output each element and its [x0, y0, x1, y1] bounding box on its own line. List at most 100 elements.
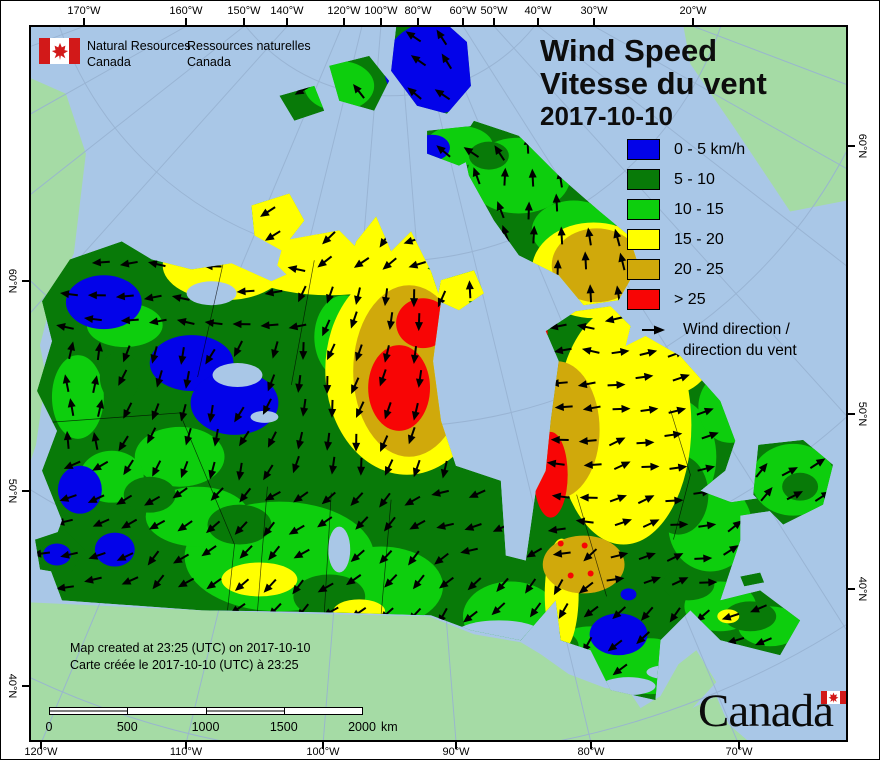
- wind-arrow: [463, 610, 478, 623]
- scale-bar-tick-label: 1000: [191, 720, 220, 734]
- wind-arrow: [701, 431, 719, 440]
- wind-arrow: [121, 518, 138, 529]
- wind-arrow: [639, 348, 658, 357]
- wind-arrow: [236, 287, 255, 296]
- wind-arrow: [184, 427, 193, 446]
- wind-arrow: [59, 494, 77, 502]
- wind-arrow: [171, 294, 190, 302]
- wind-arrow: [726, 636, 745, 645]
- agency-name-fr: Ressources naturelles Canada: [187, 38, 311, 70]
- wind-arrow: [271, 341, 279, 359]
- wind-arrow: [608, 437, 626, 447]
- graticule-tick: [493, 18, 495, 25]
- wind-arrow: [610, 551, 629, 560]
- wind-arrow: [323, 376, 332, 394]
- wind-arrow: [239, 545, 253, 559]
- wind-arrow: [612, 663, 628, 676]
- wind-arrow: [528, 168, 537, 187]
- graticule-tick: [848, 413, 855, 415]
- lake: [328, 526, 351, 573]
- wind-arrow: [63, 430, 72, 449]
- wind-arrow: [60, 550, 78, 559]
- wind-arrow: [299, 342, 308, 361]
- wind-arrow: [613, 228, 622, 247]
- graticule-axis-label: 40°N: [6, 673, 18, 699]
- wind-arrow: [288, 524, 305, 535]
- wind-arrow: [87, 291, 106, 300]
- agency-fr-line2: Canada: [187, 55, 231, 69]
- wind-arrow: [607, 639, 623, 652]
- wind-arrow: [669, 607, 681, 623]
- wind-arrow: [260, 321, 279, 330]
- wind-arrow: [355, 401, 365, 418]
- graticule-axis-label: 50°N: [6, 478, 18, 504]
- wind-arrow: [148, 317, 167, 326]
- wind-arrow: [329, 456, 338, 475]
- wind-arrow: [350, 549, 365, 563]
- wind-arrow: [637, 495, 655, 505]
- scale-bar: 0 500 1000 1500 2000 km: [46, 705, 419, 739]
- wind-arrow: [263, 578, 277, 593]
- wind-arrow: [268, 545, 281, 561]
- wind-arrow: [407, 426, 416, 445]
- wind-arrow: [434, 89, 451, 101]
- wind-arrow: [206, 520, 221, 534]
- wind-arrow: [204, 319, 223, 328]
- graticule-tick: [343, 18, 345, 25]
- wind-arrow: [434, 552, 449, 565]
- wind-arrow: [147, 427, 157, 444]
- wind-arrow: [322, 231, 336, 245]
- wind-arrow: [460, 546, 478, 555]
- wind-arrow: [640, 606, 654, 621]
- legend-label: 20 - 25: [674, 260, 724, 278]
- wind-arrow: [404, 495, 421, 506]
- wind-arrow: [205, 348, 216, 365]
- wind-arrow: [553, 578, 564, 596]
- wind-arrow: [353, 257, 370, 268]
- wind-arrow: [585, 227, 594, 246]
- wind-arrow: [207, 404, 216, 423]
- wind-arrow: [412, 574, 425, 590]
- wind-arrow: [239, 487, 252, 503]
- wind-arrow: [295, 374, 304, 393]
- graticule-axis-label: 70°W: [725, 746, 753, 758]
- wind-arrow: [147, 550, 160, 566]
- wind-arrow: [234, 578, 250, 591]
- wind-arrow: [382, 257, 397, 270]
- wind-arrow: [408, 260, 426, 269]
- graticule-tick: [22, 685, 29, 687]
- wind-arrow: [264, 288, 283, 297]
- graticule-axis-label: 80°W: [577, 746, 605, 758]
- wind-arrow: [123, 402, 133, 419]
- wind-arrow: [328, 399, 337, 418]
- province-border: [323, 492, 332, 614]
- scale-bar-tick-label: 1500: [269, 720, 298, 734]
- graticule-axis-label: 60°N: [6, 268, 18, 294]
- wind-arrow: [180, 460, 189, 479]
- legend-label: 5 - 10: [674, 170, 715, 188]
- wind-arrow: [212, 428, 221, 447]
- wind-direction-label-fr: direction du vent: [683, 342, 797, 359]
- legend-swatch: [627, 169, 660, 190]
- wind-arrow: [548, 322, 567, 331]
- province-border: [670, 409, 691, 540]
- graticule-tick: [322, 742, 324, 749]
- wind-arrow: [234, 406, 245, 423]
- wind-arrow: [415, 313, 424, 332]
- graticule-tick: [417, 18, 419, 25]
- wind-arrow: [143, 293, 162, 302]
- wind-direction-legend: Wind direction / direction du vent: [627, 319, 857, 361]
- wind-arrow: [88, 551, 106, 560]
- wind-arrows: [34, 29, 831, 676]
- wind-arrow: [552, 193, 561, 212]
- legend-swatch: [627, 289, 660, 310]
- wind-arrow: [436, 145, 451, 158]
- wind-arrow: [583, 460, 602, 469]
- wind-arrow: [233, 340, 244, 357]
- wind-arrow: [119, 259, 138, 268]
- wind-arrow: [353, 83, 365, 99]
- wind-arrow: [575, 517, 594, 526]
- graticule-tick: [692, 18, 694, 25]
- wind-arrow: [177, 577, 195, 588]
- wind-arrow: [179, 403, 188, 422]
